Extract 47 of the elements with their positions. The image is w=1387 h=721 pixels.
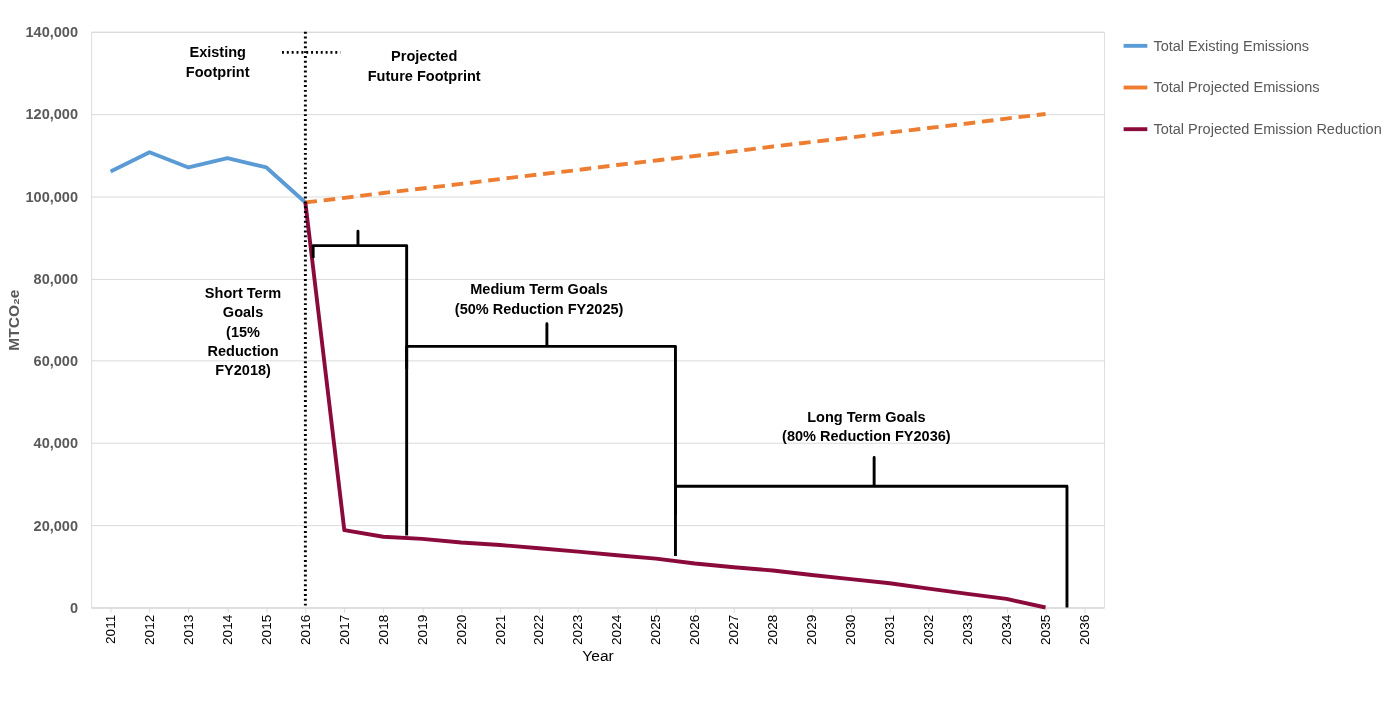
y-tick-label: 60,000: [33, 353, 79, 370]
x-tick-label: 2023: [570, 614, 586, 645]
x-tick-label: 2011: [102, 614, 118, 644]
x-tick-label: 2014: [219, 614, 235, 645]
annotation: Long Term Goals (80% Reduction FY2036): [782, 408, 951, 444]
y-tick-label: 0: [69, 599, 79, 616]
x-tick-label: 2013: [180, 614, 196, 645]
annotation: Medium Term Goals (50% Reduction FY2025): [454, 281, 624, 317]
x-tick-label: 2030: [843, 614, 859, 645]
x-tick-label: 2036: [1076, 614, 1092, 645]
annotation: Existing Footprint: [185, 44, 250, 80]
x-tick-label: 2015: [258, 614, 274, 645]
x-tick-label: 2019: [414, 614, 430, 645]
y-tick-label: 80,000: [33, 270, 79, 287]
y-tick-label: 120,000: [25, 106, 79, 123]
y-axis-title: MTCO₂e: [4, 289, 22, 351]
legend-label: Total Projected Emission Reduction: [1153, 121, 1382, 138]
x-tick-label: 2026: [687, 614, 703, 645]
annotation: Short Term Goals (15% Reduction FY2018): [204, 284, 282, 379]
x-tick-label: 2029: [804, 614, 820, 645]
x-tick-label: 2017: [336, 614, 352, 645]
x-tick-label: 2032: [921, 614, 937, 645]
x-tick-label: 2012: [141, 614, 157, 645]
legend-label: Total Existing Emissions: [1153, 37, 1310, 54]
x-tick-label: 2034: [998, 614, 1014, 645]
x-tick-label: 2035: [1037, 614, 1053, 645]
x-tick-label: 2022: [531, 614, 547, 645]
x-tick-label: 2021: [492, 614, 508, 645]
annotation: Projected Future Footprint: [367, 48, 481, 84]
x-tick-label: 2025: [648, 614, 664, 645]
x-tick-label: 2016: [297, 614, 313, 645]
y-tick-label: 140,000: [25, 24, 79, 41]
line-series: [303, 112, 1048, 205]
x-tick-label: 2024: [609, 614, 625, 645]
x-axis-title: Year: [582, 647, 614, 665]
x-tick-label: 2027: [726, 614, 742, 645]
x-tick-label: 2033: [959, 614, 975, 645]
x-tick-label: 2028: [765, 614, 781, 645]
x-tick-label: 2020: [453, 614, 469, 645]
y-tick-label: 40,000: [33, 435, 79, 452]
y-tick-label: 20,000: [33, 517, 79, 534]
x-tick-label: 2018: [375, 614, 391, 645]
line-series: [303, 200, 1048, 610]
x-tick-label: 2031: [882, 614, 898, 645]
line-series: [108, 150, 308, 205]
y-tick-label: 100,000: [25, 188, 79, 205]
legend-label: Total Projected Emissions: [1153, 79, 1320, 96]
